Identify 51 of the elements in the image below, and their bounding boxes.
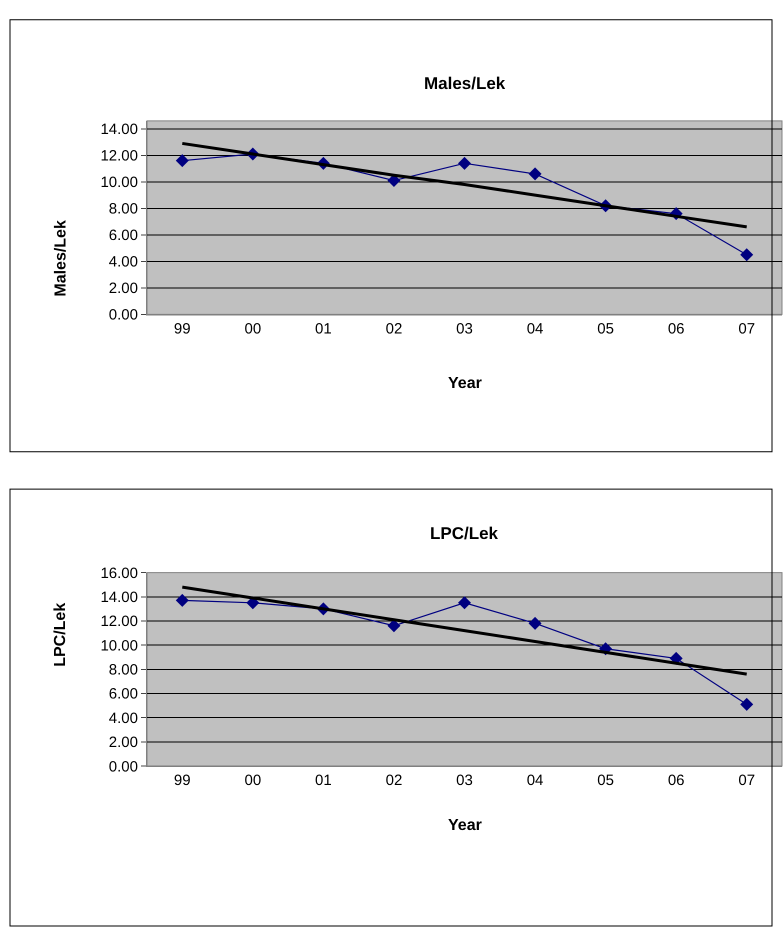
x-tick-label: 99: [174, 772, 191, 790]
y-tick-label: 10.00: [100, 174, 138, 192]
x-tick-label: 04: [526, 320, 544, 338]
x-tick-label: 03: [456, 320, 473, 338]
x-tick-label: 99: [174, 320, 191, 338]
chart-title: Males/Lek: [424, 74, 506, 93]
y-tick-label: 12.00: [100, 148, 138, 165]
y-tick-label: 0.00: [108, 758, 138, 776]
x-tick-label: 03: [456, 772, 473, 790]
x-tick-label: 05: [597, 320, 614, 338]
y-tick-label: 12.00: [100, 613, 138, 630]
y-tick-label: 6.00: [108, 686, 138, 703]
x-tick-label: 07: [738, 320, 756, 338]
y-tick-label: 14.00: [100, 589, 138, 606]
point: [387, 174, 400, 188]
x-tick-label: 00: [244, 320, 262, 338]
y-tick-label: 2.00: [108, 734, 138, 752]
x-axis-title: Year: [448, 375, 482, 392]
y-tick-label: 10.00: [100, 637, 138, 654]
y-tick-label: 6.00: [108, 227, 138, 244]
point: [387, 619, 400, 632]
point: [176, 594, 189, 607]
point: [176, 154, 189, 168]
y-tick-label: 8.00: [108, 662, 138, 679]
x-tick-label: 02: [386, 772, 402, 790]
point: [740, 698, 754, 711]
y-tick-label: 16.00: [100, 564, 138, 582]
x-tick-label: 07: [738, 772, 756, 790]
x-tick-label: 01: [315, 320, 332, 338]
y-tick-label: 2.00: [108, 280, 138, 298]
x-tick-label: 06: [668, 320, 685, 338]
point: [458, 156, 471, 170]
y-axis-title: Males/Lek: [52, 220, 70, 297]
point: [458, 596, 471, 610]
x-tick-label: 05: [597, 772, 614, 790]
y-tick-label: 4.00: [108, 254, 138, 271]
x-tick-label: 00: [244, 772, 262, 790]
chart-title: LPC/Lek: [430, 524, 499, 543]
x-axis-title: Year: [448, 817, 482, 834]
x-tick-label: 04: [526, 772, 544, 790]
y-tick-label: 14.00: [100, 121, 138, 138]
x-tick-label: 06: [668, 772, 685, 790]
y-tick-label: 8.00: [108, 200, 138, 218]
point: [528, 616, 542, 630]
y-tick-label: 4.00: [108, 710, 138, 727]
point: [528, 167, 542, 180]
y-tick-label: 0.00: [108, 306, 138, 324]
y-axis-title: LPC/Lek: [52, 602, 70, 667]
x-tick-label: 02: [386, 320, 402, 338]
point: [740, 248, 754, 262]
x-tick-label: 01: [315, 772, 332, 790]
